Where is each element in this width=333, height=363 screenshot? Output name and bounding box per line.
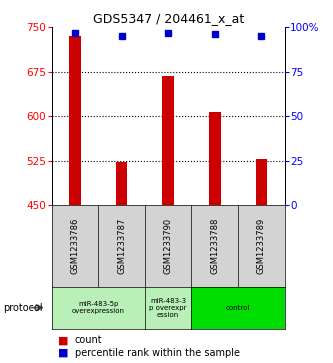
Text: control: control [226,305,250,311]
Text: miR-483-5p
overexpression: miR-483-5p overexpression [72,301,125,314]
Text: GSM1233788: GSM1233788 [210,218,219,274]
Text: count: count [75,335,103,346]
Text: ■: ■ [58,348,69,358]
Text: percentile rank within the sample: percentile rank within the sample [75,348,240,358]
Text: GSM1233787: GSM1233787 [117,218,126,274]
Bar [69,36,81,363]
Text: GSM1233789: GSM1233789 [257,218,266,274]
Title: GDS5347 / 204461_x_at: GDS5347 / 204461_x_at [93,12,244,25]
Bar [209,112,220,363]
Bar [256,159,267,363]
Text: protocol: protocol [3,303,43,313]
Text: GSM1233786: GSM1233786 [70,218,80,274]
Text: ■: ■ [58,335,69,346]
Text: miR-483-3
p overexpr
ession: miR-483-3 p overexpr ession [150,298,187,318]
Bar [162,76,174,363]
Bar [116,162,127,363]
Text: GSM1233790: GSM1233790 [164,218,173,274]
